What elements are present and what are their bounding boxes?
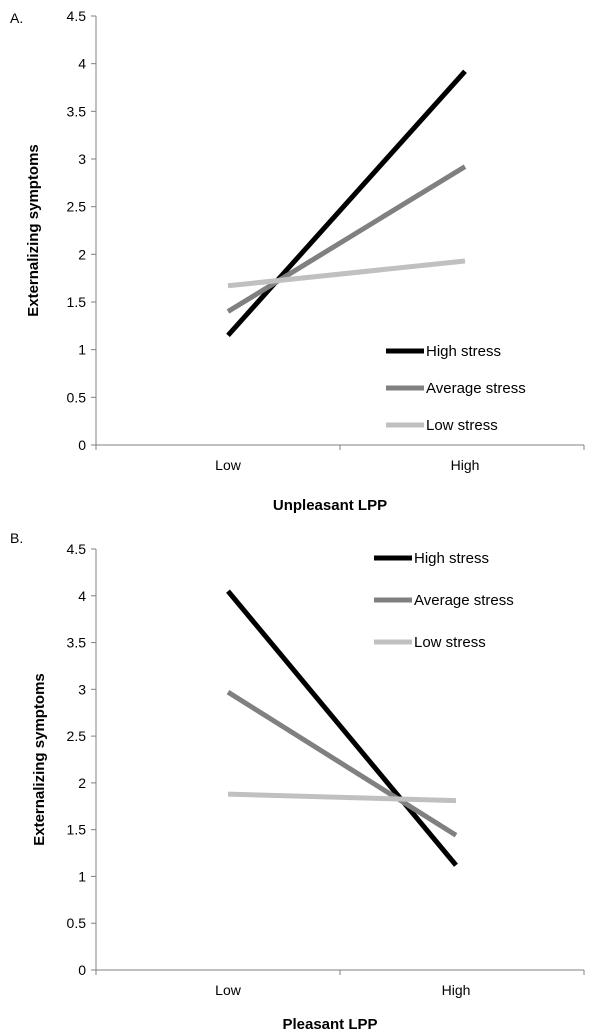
chart-a-series-low-stress-line: [227, 258, 466, 289]
chart-b-y-tick-label: 2: [78, 775, 86, 791]
chart-b-y-tick-label: 1.5: [67, 822, 87, 838]
chart-b-series-low-stress-line: [227, 791, 457, 804]
chart-a-y-axis-title: Externalizing symptoms: [25, 144, 42, 317]
chart-a-y-tick-label: 1.5: [67, 294, 87, 310]
chart-a-y-tick-label: 0: [78, 437, 86, 453]
chart-a-y-tick-label: 3.5: [67, 103, 87, 119]
chart-b-y-tick-label: 4: [78, 588, 86, 604]
chart-a-panel-label: A.: [10, 10, 23, 26]
chart-b-panel-label: B.: [10, 530, 23, 546]
chart-a-series-average-stress-line: [226, 164, 467, 314]
chart-b-y-tick-label: 4.5: [67, 541, 87, 557]
chart-a-x-tick-label: Low: [215, 457, 242, 473]
chart-a-legend-label-high-stress: High stress: [426, 343, 501, 360]
chart-b-y-tick-label: 2.5: [67, 728, 87, 744]
chart-b-y-tick-label: 3.5: [67, 635, 87, 651]
chart-b-series-average-stress-line: [226, 690, 458, 838]
chart-b-y-tick-label: 0: [78, 962, 86, 978]
chart-a-series-high-stress-line: [226, 69, 467, 338]
chart-a-y-tick-label: 4: [78, 56, 86, 72]
chart-b-y-tick-label: 3: [78, 681, 86, 697]
chart-b-legend-label-average-stress: Average stress: [414, 592, 514, 609]
chart-a-y-tick-label: 2: [78, 246, 86, 262]
chart-b-legend-label-high-stress: High stress: [414, 550, 489, 567]
chart-b-legend-label-low-stress: Low stress: [414, 634, 486, 651]
chart-b-x-axis-title: Pleasant LPP: [282, 1016, 377, 1033]
chart-b-x-tick-label: High: [442, 982, 471, 998]
chart-a-x-tick-label: High: [451, 457, 480, 473]
chart-a-y-tick-label: 4.5: [67, 8, 87, 24]
chart-b-y-axis-title: Externalizing symptoms: [31, 673, 48, 846]
chart-b-y-tick-label: 1: [78, 868, 86, 884]
chart-b-x-tick-label: Low: [215, 982, 242, 998]
chart-b-series-high-stress-line: [226, 589, 458, 867]
chart-a-x-axis-title: Unpleasant LPP: [273, 497, 387, 514]
chart-a-y-tick-label: 1: [78, 342, 86, 358]
chart-a-legend-label-low-stress: Low stress: [426, 417, 498, 434]
chart-a-y-tick-label: 3: [78, 151, 86, 167]
chart-a-y-tick-label: 2.5: [67, 199, 87, 215]
chart-a-legend-label-average-stress: Average stress: [426, 380, 526, 397]
chart-a-y-tick-label: 0.5: [67, 389, 87, 405]
chart-b-y-tick-label: 0.5: [67, 915, 87, 931]
